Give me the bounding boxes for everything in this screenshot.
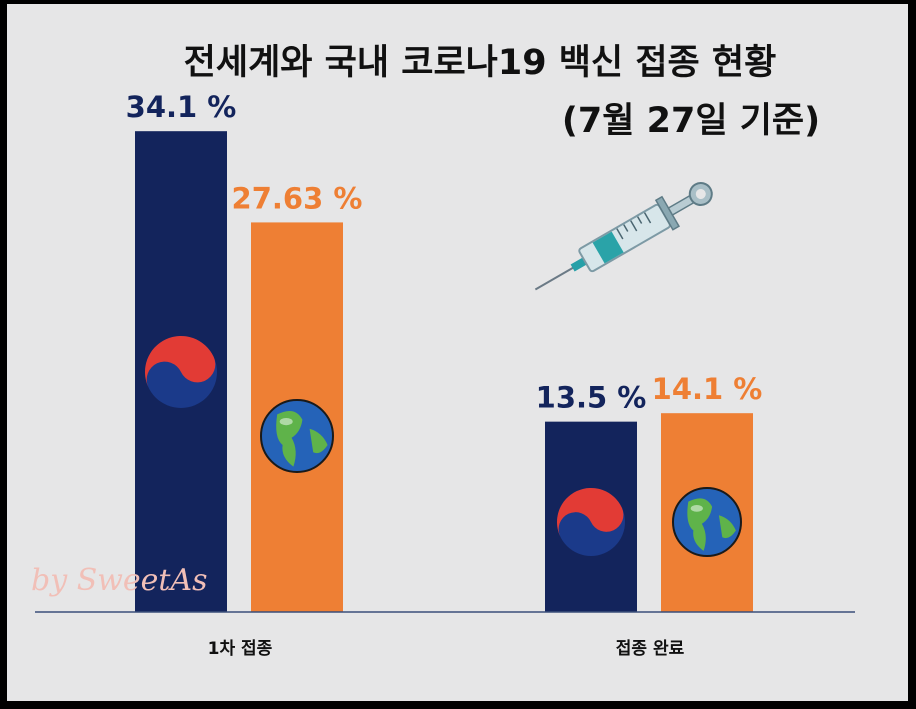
bar-chart: 전세계와 국내 코로나19 백신 접종 현황 (7월 27일 기준) 34.1 … — [31, 43, 855, 659]
korea-taegeuk-icon-first-dose — [145, 336, 217, 408]
chart-frame: 전세계와 국내 코로나19 백신 접종 현황 (7월 27일 기준) 34.1 … — [7, 4, 908, 701]
earth-globe-icon-fully-vaccinated — [672, 487, 742, 557]
bars-layer: 34.1 % 27.63 % 13.5 % 14.1 % — [126, 90, 763, 613]
chart-title: 전세계와 국내 코로나19 백신 접종 현황 — [184, 43, 777, 83]
korea-taegeuk-icon-fully-vaccinated — [557, 488, 625, 556]
syringe-icon — [534, 182, 713, 291]
value-label-korea-first-dose: 34.1 % — [126, 90, 237, 124]
value-label-korea-fully-vaccinated: 13.5 % — [536, 381, 647, 415]
category-label-first-dose: 1차 접종 — [208, 639, 273, 659]
value-label-world-fully-vaccinated: 14.1 % — [652, 372, 763, 406]
chart-subtitle: (7월 27일 기준) — [562, 101, 820, 141]
category-label-fully-vaccinated: 접종 완료 — [616, 639, 685, 659]
earth-globe-icon-first-dose — [260, 399, 334, 473]
watermark-text: by SweetAs — [31, 563, 208, 598]
value-label-world-first-dose: 27.63 % — [232, 181, 363, 215]
